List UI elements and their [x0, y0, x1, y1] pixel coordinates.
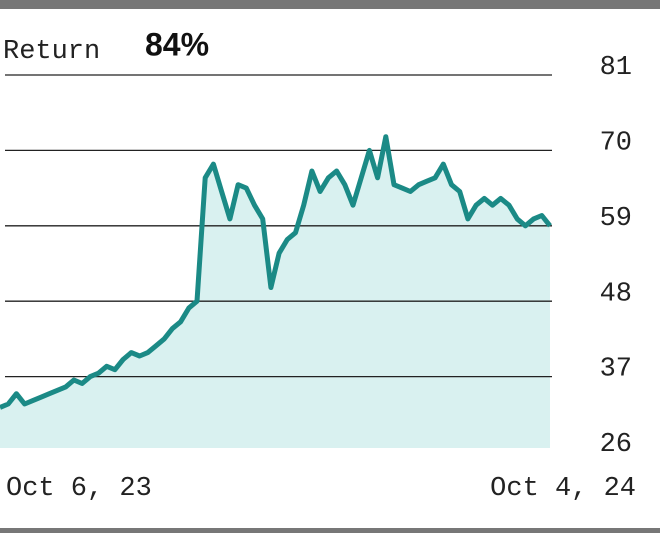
x-tick-label: Oct 4, 24	[490, 474, 636, 504]
return-value: 84%	[145, 26, 209, 62]
y-tick-label: 70	[600, 129, 632, 159]
y-tick-label: 26	[600, 430, 632, 460]
y-tick-label: 37	[600, 355, 632, 385]
chart-title: Return	[3, 37, 100, 67]
top-bar	[0, 0, 660, 9]
x-tick-label: Oct 6, 23	[6, 474, 152, 504]
y-tick-label: 48	[600, 279, 632, 309]
bottom-bar	[0, 528, 660, 533]
y-tick-label: 59	[600, 204, 632, 234]
area	[0, 136, 550, 448]
line	[0, 134, 552, 410]
y-tick-label: 81	[600, 53, 632, 83]
